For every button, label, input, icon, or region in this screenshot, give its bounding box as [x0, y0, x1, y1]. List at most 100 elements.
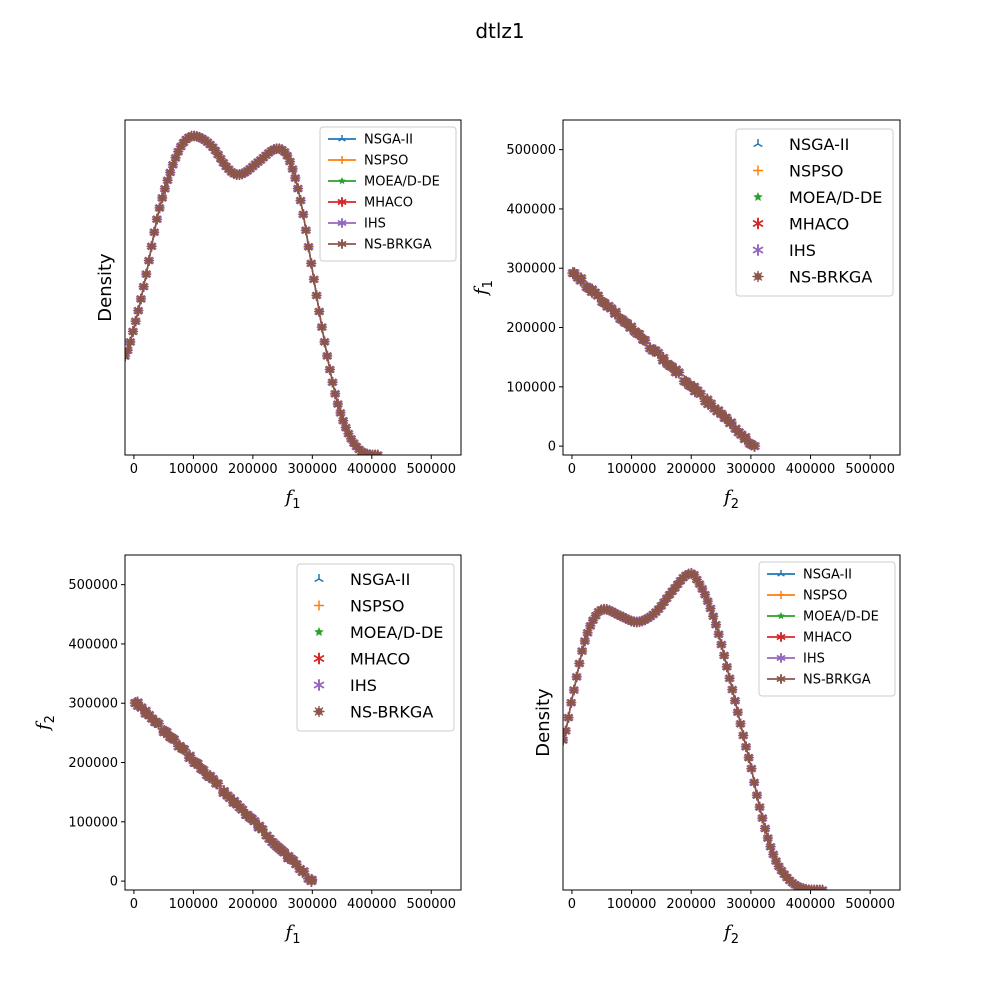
- density-point: [574, 658, 585, 669]
- density-point: [568, 684, 580, 696]
- subplot-bottom-right: 0 100000 200000 300000 400000 500000f2Density…: [533, 554, 901, 947]
- y-tick-label: 0: [548, 440, 556, 455]
- density-point: [751, 789, 763, 801]
- legend-item-ihs: IHS: [328, 217, 386, 232]
- x-axis: 0 100000 200000 300000 400000 500000: [568, 455, 895, 477]
- density-point: [332, 398, 344, 410]
- density-point: [157, 192, 168, 204]
- x-tick-label: 300000: [288, 897, 338, 912]
- density-point: [316, 321, 328, 333]
- y-tick-label: 100000: [506, 380, 556, 395]
- y-tick-label: 200000: [506, 321, 556, 336]
- legend-label: NSGA-II: [350, 570, 410, 589]
- density-point: [306, 258, 317, 269]
- density-point: [125, 336, 136, 348]
- density-point: [149, 226, 160, 238]
- density-point: [743, 752, 754, 763]
- density-point: [300, 224, 312, 236]
- plot-area: [563, 567, 828, 890]
- legend-item-moea-d-de: MOEA/D-DE: [753, 188, 882, 207]
- legend-item-ns-brkga: NS-BRKGA: [767, 673, 871, 688]
- legend-label: NSPSO: [789, 162, 844, 181]
- density-point: [765, 841, 776, 852]
- density-point: [746, 763, 757, 774]
- x-tick-label: 0: [568, 462, 576, 477]
- x-tick-label: 400000: [347, 462, 397, 477]
- y-tick-label: 200000: [68, 756, 118, 771]
- x-tick-label: 0: [130, 897, 138, 912]
- density-point: [135, 293, 147, 305]
- density-point: [748, 777, 760, 788]
- legend-item-ns-brkga: NS-BRKGA: [313, 703, 433, 722]
- y-tick-label: 100000: [68, 815, 118, 830]
- legend-label: MOEA/D-DE: [789, 188, 882, 207]
- density-point: [563, 725, 571, 737]
- data-point: [131, 696, 144, 709]
- legend-box: [735, 128, 894, 297]
- x-axis: 0 100000 200000 300000 400000 500000: [130, 890, 456, 912]
- legend-label: IHS: [803, 652, 825, 667]
- legend-marker: [777, 570, 785, 577]
- density-point: [141, 268, 152, 280]
- density-point: [287, 163, 298, 175]
- legend-label: NSPSO: [803, 589, 847, 604]
- series-ns-brkga: [563, 568, 828, 890]
- density-point: [151, 213, 163, 225]
- legend-label: NS-BRKGA: [350, 703, 433, 722]
- x-axis: 0 100000 200000 300000 400000 500000: [568, 890, 895, 912]
- legend-marker: [314, 627, 324, 637]
- density-point: [705, 603, 716, 614]
- legend-label: NSGA-II: [803, 568, 852, 583]
- plot-area: [129, 696, 318, 888]
- density-point: [303, 241, 314, 253]
- y-axis: 0 100000 200000 300000 400000 500000: [68, 578, 125, 890]
- legend-item-nsga-ii: NSGA-II: [767, 568, 852, 583]
- data-point: [639, 334, 651, 346]
- legend-item-ihs: IHS: [313, 676, 377, 695]
- x-tick-label: 0: [568, 897, 576, 912]
- legend-label: MHACO: [789, 215, 849, 234]
- legend-marker: [752, 270, 764, 283]
- y-tick-label: 0: [110, 875, 118, 890]
- y-tick-label: 500000: [68, 578, 118, 593]
- density-point: [754, 801, 765, 813]
- density-point: [127, 326, 139, 337]
- density-point: [724, 673, 735, 684]
- y-tick-label: 500000: [506, 143, 556, 158]
- legend-label: MHACO: [350, 650, 410, 669]
- density-point: [757, 812, 768, 824]
- legend-item-mhaco: MHACO: [767, 631, 852, 646]
- legend-item-ns-brkga: NS-BRKGA: [328, 238, 432, 253]
- data-point: [725, 416, 737, 429]
- data-point: [592, 289, 604, 302]
- x-tick-label: 200000: [228, 462, 278, 477]
- subplots: 0 100000 200000 300000 400000 500000f1Density…: [33, 119, 901, 947]
- density-point: [718, 650, 730, 661]
- density-point: [170, 152, 181, 164]
- x-tick-label: 100000: [169, 462, 219, 477]
- legend-marker: [338, 156, 346, 164]
- data-point: [609, 306, 622, 318]
- legend: NSGA-II NSPSO MOEA/D-DE MHACO IHS NS-BRKGA: [735, 128, 894, 297]
- x-tick-label: 0: [130, 462, 138, 477]
- legend-marker: [338, 177, 346, 185]
- legend-label: MOEA/D-DE: [364, 175, 440, 190]
- legend-item-nspso: NSPSO: [328, 154, 408, 169]
- density-point: [159, 183, 171, 194]
- legend-marker: [337, 197, 347, 207]
- legend-marker: [776, 674, 786, 684]
- density-point: [710, 619, 722, 630]
- legend-label: NS-BRKGA: [803, 673, 871, 688]
- legend-marker: [752, 217, 764, 230]
- legend-label: MOEA/D-DE: [803, 610, 879, 625]
- density-point: [143, 255, 155, 266]
- density-point: [165, 167, 176, 178]
- density-point: [713, 628, 724, 640]
- legend-label: NSPSO: [350, 597, 405, 616]
- legend-label: IHS: [789, 241, 816, 260]
- density-point: [335, 407, 346, 419]
- legend-item-nsga-ii: NSGA-II: [328, 133, 413, 148]
- legend-marker: [777, 612, 785, 620]
- density-point: [284, 156, 296, 167]
